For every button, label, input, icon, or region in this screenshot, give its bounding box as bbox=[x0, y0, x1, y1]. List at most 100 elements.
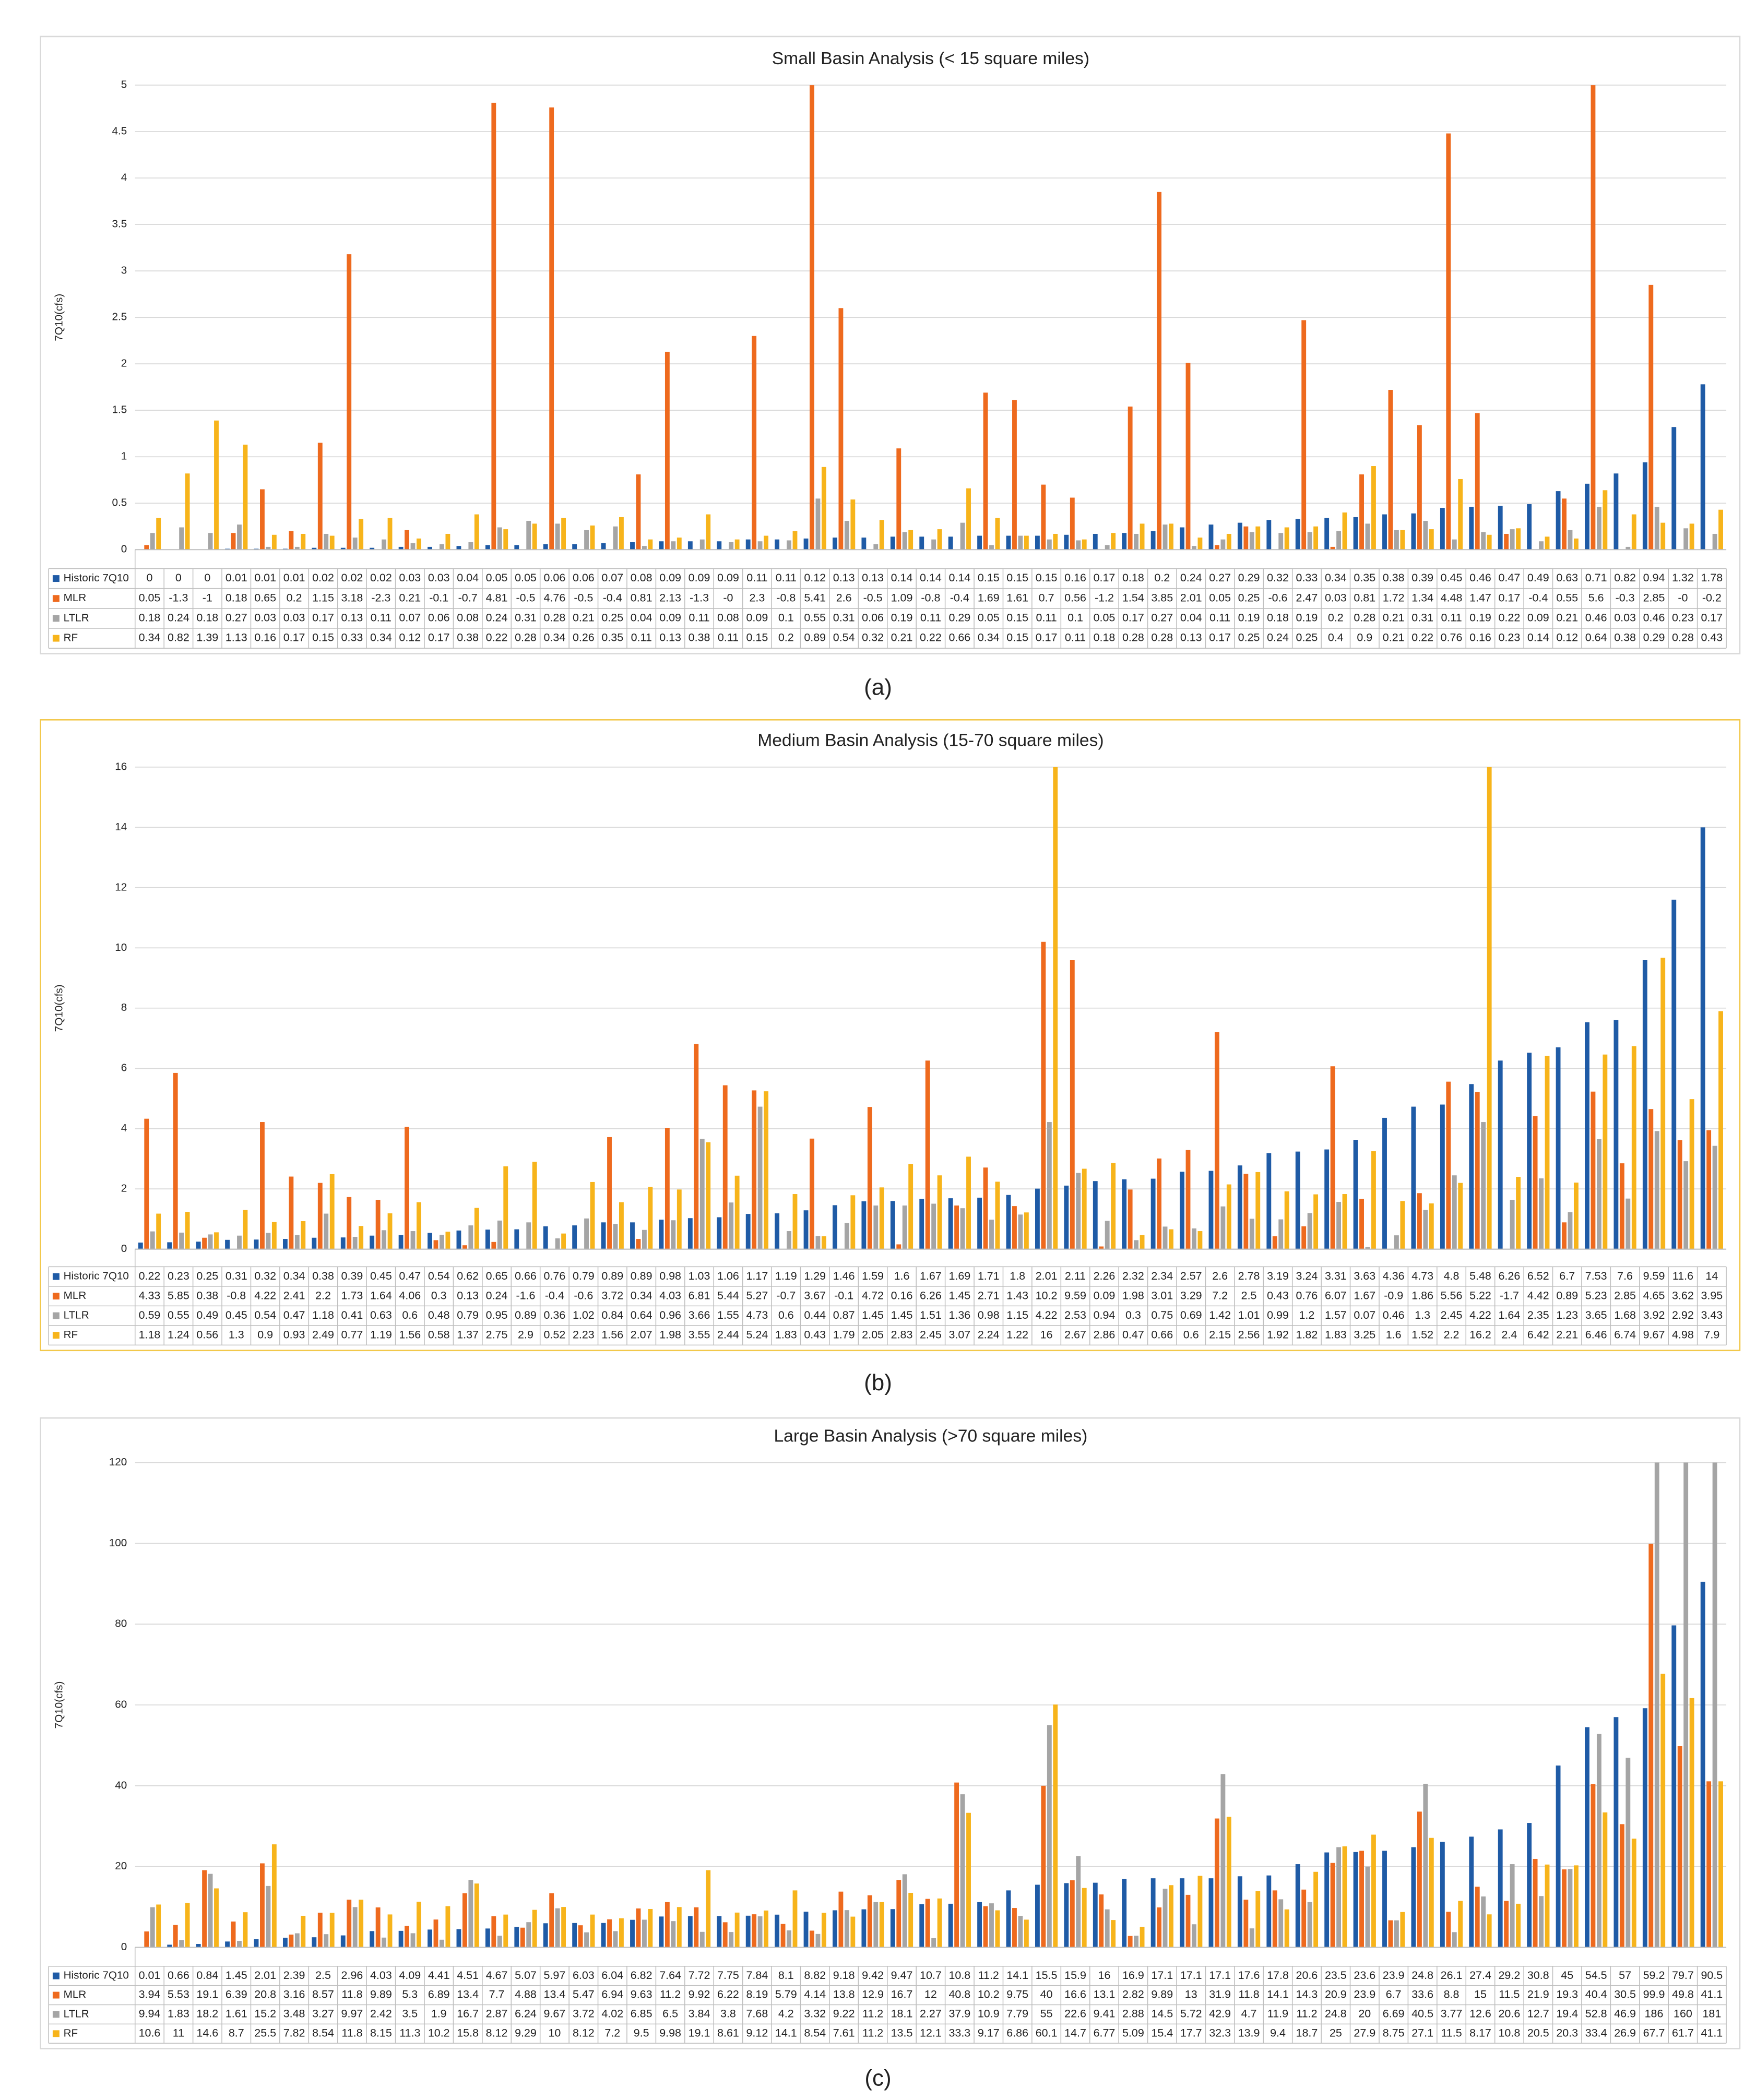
bar bbox=[619, 517, 624, 550]
table-cell: 0.95 bbox=[486, 1309, 508, 1321]
bar bbox=[1197, 1876, 1203, 1948]
bar bbox=[301, 533, 306, 550]
bar bbox=[243, 1912, 248, 1948]
bar bbox=[1064, 1185, 1069, 1249]
bar bbox=[1660, 522, 1666, 550]
table-cell: 4.81 bbox=[486, 591, 508, 604]
table-cell: 0.23 bbox=[168, 1270, 189, 1282]
table-cell: 4.22 bbox=[1469, 1309, 1491, 1321]
bar bbox=[757, 1916, 763, 1948]
table-cell: 0.31 bbox=[226, 1270, 247, 1282]
table-cell: 4.73 bbox=[746, 1309, 768, 1321]
table-cell: 0.89 bbox=[631, 1270, 652, 1282]
table-cell: 0.84 bbox=[601, 1309, 623, 1321]
bar bbox=[340, 547, 346, 550]
bar bbox=[1012, 400, 1017, 550]
table-cell: 3.18 bbox=[341, 591, 363, 604]
table-cell: 0.18 bbox=[1267, 612, 1289, 624]
table-cell: 15.2 bbox=[254, 2008, 276, 2020]
bar bbox=[260, 489, 265, 550]
bar bbox=[1469, 1836, 1474, 1948]
table-cell: 0.22 bbox=[486, 631, 508, 644]
bars bbox=[144, 85, 1723, 550]
bar bbox=[1394, 1920, 1399, 1948]
table-cell: 0.2 bbox=[1328, 612, 1344, 624]
bar bbox=[803, 1912, 809, 1948]
table-cell: -0.5 bbox=[516, 591, 535, 604]
table-cell: 9.92 bbox=[689, 1988, 710, 2001]
bar bbox=[1654, 507, 1659, 550]
table-cell: 0.09 bbox=[659, 612, 681, 624]
bar bbox=[1648, 1109, 1654, 1249]
table-cell: 2.85 bbox=[1614, 1289, 1636, 1302]
table-cell: 20.3 bbox=[1556, 2026, 1578, 2039]
bar bbox=[1105, 1909, 1110, 1948]
table-cell: 0.32 bbox=[1267, 571, 1289, 584]
table-cell: 1.8 bbox=[1010, 1270, 1025, 1282]
table-cell: 0.89 bbox=[1556, 1289, 1578, 1302]
bar bbox=[687, 541, 693, 550]
legend-swatch bbox=[52, 1972, 60, 1979]
table-cell: 40.8 bbox=[948, 1988, 970, 2001]
table-cell: 1.29 bbox=[804, 1270, 826, 1282]
bar bbox=[1417, 1811, 1422, 1948]
table-cell: 1.02 bbox=[573, 1309, 595, 1321]
table-cell: 2.5 bbox=[1241, 1289, 1257, 1302]
table-cell: 0.21 bbox=[1383, 612, 1405, 624]
bar bbox=[630, 1222, 635, 1249]
bar bbox=[1371, 466, 1376, 550]
bar bbox=[1613, 1020, 1619, 1249]
table-cell: 7.68 bbox=[746, 2008, 768, 2020]
bar bbox=[659, 1916, 664, 1948]
table-cell: 0.46 bbox=[1383, 1309, 1405, 1321]
y-tick-label: 20 bbox=[115, 1860, 127, 1872]
bar bbox=[1654, 1462, 1659, 1948]
bar bbox=[659, 541, 664, 550]
bar bbox=[196, 1944, 201, 1948]
bar bbox=[1516, 528, 1521, 550]
bar bbox=[1585, 1022, 1589, 1249]
table-cell: 0.27 bbox=[1209, 571, 1231, 584]
bar bbox=[1047, 539, 1052, 550]
bar bbox=[474, 1208, 479, 1249]
table-cell: 4.8 bbox=[1444, 1270, 1460, 1282]
table-cell: 13.9 bbox=[1238, 2026, 1260, 2039]
table-cell: 0.39 bbox=[1411, 571, 1433, 584]
bar bbox=[642, 1919, 647, 1948]
table-cell: 14.1 bbox=[775, 2026, 797, 2039]
caption: (c) bbox=[864, 2066, 891, 2091]
table-cell: 9.97 bbox=[341, 2008, 363, 2020]
bar bbox=[1642, 462, 1647, 550]
table-cell: 19.1 bbox=[196, 1988, 218, 2001]
bar bbox=[1626, 546, 1631, 550]
bars bbox=[138, 767, 1723, 1249]
table-cell: 54.5 bbox=[1585, 1969, 1607, 1982]
table-cell: 0.94 bbox=[1094, 1309, 1116, 1321]
bar bbox=[925, 1060, 930, 1249]
bar bbox=[520, 1927, 525, 1948]
table-cell: 1.15 bbox=[312, 591, 334, 604]
table-cell: 3.01 bbox=[1151, 1289, 1173, 1302]
table-cell: 2.71 bbox=[978, 1289, 1000, 1302]
bar bbox=[1295, 1864, 1300, 1948]
bar bbox=[1712, 1146, 1717, 1249]
bar bbox=[648, 539, 653, 550]
bar bbox=[301, 1915, 306, 1948]
bar bbox=[503, 1914, 508, 1948]
bar bbox=[1180, 1878, 1184, 1948]
table-cell: 0.36 bbox=[544, 1309, 566, 1321]
table-cell: 9.22 bbox=[833, 2008, 855, 2020]
table-cell: 4.51 bbox=[457, 1969, 479, 1982]
table-cell: 55 bbox=[1040, 2008, 1053, 2020]
table-cell: 26.1 bbox=[1441, 1969, 1463, 1982]
bar bbox=[1134, 533, 1139, 550]
table-cell: 0.77 bbox=[341, 1328, 363, 1341]
table-cell: 0.11 bbox=[371, 612, 391, 624]
bar bbox=[1446, 1081, 1451, 1249]
table-cell: 5.07 bbox=[515, 1969, 537, 1982]
table-cell: 0.63 bbox=[1556, 571, 1578, 584]
bar bbox=[1128, 407, 1133, 550]
table-cell: 2.45 bbox=[1441, 1309, 1463, 1321]
table-cell: 0.07 bbox=[399, 612, 421, 624]
bar bbox=[1631, 514, 1636, 550]
